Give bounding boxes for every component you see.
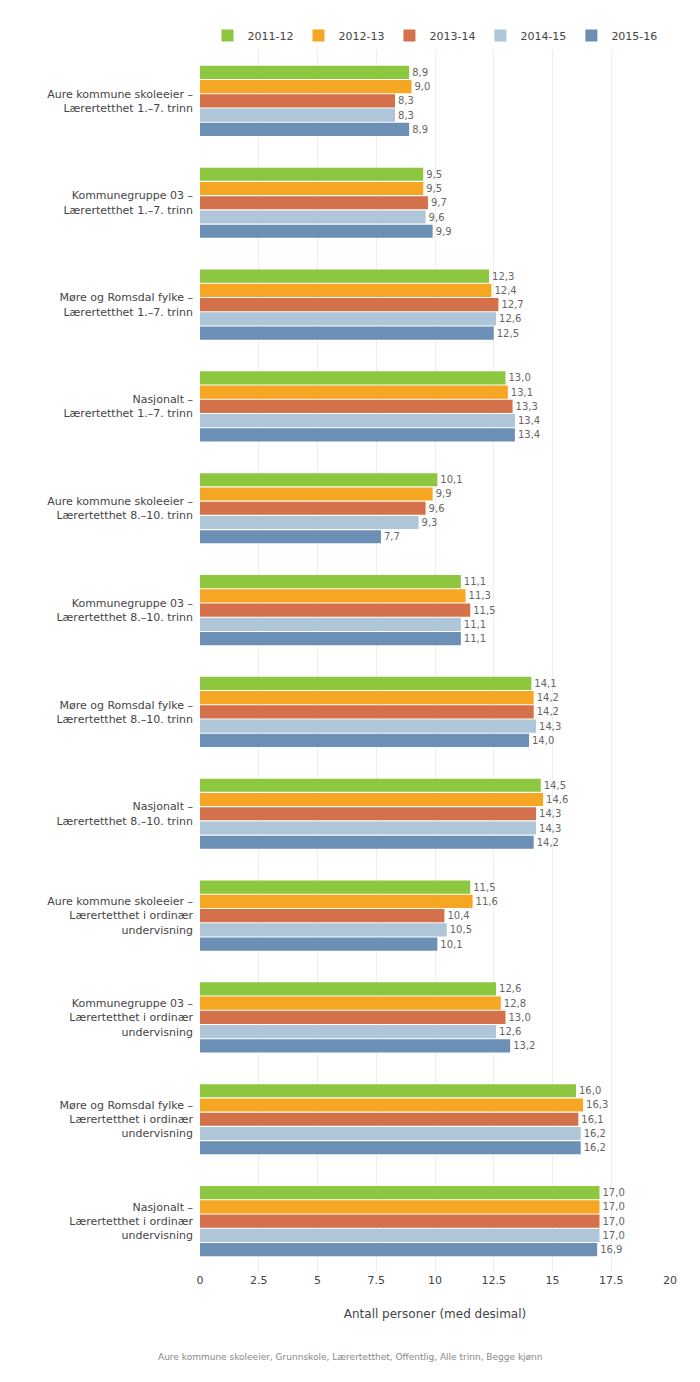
svg-text:14,2: 14,2 [537, 706, 559, 717]
svg-text:Aure kommune skoleeier, Grunns: Aure kommune skoleeier, Grunnskole, Lære… [158, 1352, 543, 1362]
svg-text:2015-16: 2015-16 [611, 30, 657, 43]
svg-text:12,6: 12,6 [499, 983, 521, 994]
svg-text:13,4: 13,4 [518, 429, 540, 440]
svg-text:14,6: 14,6 [546, 794, 568, 805]
svg-text:8,3: 8,3 [398, 110, 414, 121]
svg-text:9,0: 9,0 [415, 81, 431, 92]
svg-text:9,9: 9,9 [436, 488, 452, 499]
svg-text:12,6: 12,6 [499, 1026, 521, 1037]
svg-text:Nasjonalt –Lærertetthet 1.–7.: Nasjonalt –Lærertetthet 1.–7. trinn [63, 393, 193, 420]
svg-text:Kommunegruppe 03 –Lærertetthet: Kommunegruppe 03 –Lærertetthet 1.–7. tri… [63, 189, 193, 216]
svg-text:16,0: 16,0 [579, 1085, 601, 1096]
svg-text:11,3: 11,3 [469, 590, 491, 601]
svg-text:17,0: 17,0 [603, 1187, 625, 1198]
svg-text:9,5: 9,5 [426, 183, 442, 194]
svg-text:9,7: 9,7 [431, 197, 447, 208]
svg-text:10,4: 10,4 [447, 910, 469, 921]
svg-text:13,0: 13,0 [509, 1012, 531, 1023]
svg-text:9,6: 9,6 [429, 503, 445, 514]
svg-text:13,1: 13,1 [511, 387, 533, 398]
svg-text:13,4: 13,4 [518, 415, 540, 426]
svg-text:10,1: 10,1 [440, 474, 462, 485]
svg-text:14,3: 14,3 [539, 823, 561, 834]
svg-text:20: 20 [663, 1274, 677, 1287]
svg-text:11,1: 11,1 [464, 619, 486, 630]
svg-text:12,4: 12,4 [494, 285, 516, 296]
svg-text:Aure kommune skoleeier –Lærert: Aure kommune skoleeier –Lærertetthet i o… [47, 895, 193, 937]
svg-text:16,2: 16,2 [584, 1128, 606, 1139]
svg-text:13,3: 13,3 [516, 401, 538, 412]
svg-text:14,3: 14,3 [539, 721, 561, 732]
svg-text:Kommunegruppe 03 –Lærertetthet: Kommunegruppe 03 –Lærertetthet 8.–10. tr… [56, 597, 193, 624]
svg-text:5: 5 [314, 1274, 321, 1287]
svg-text:Aure kommune skoleeier –Lærert: Aure kommune skoleeier –Lærertetthet 8.–… [47, 495, 193, 522]
svg-text:14,2: 14,2 [537, 692, 559, 703]
svg-text:14,0: 14,0 [532, 735, 554, 746]
svg-text:13,0: 13,0 [509, 372, 531, 383]
svg-text:11,1: 11,1 [464, 576, 486, 587]
svg-text:10: 10 [428, 1274, 442, 1287]
svg-text:8,3: 8,3 [398, 95, 414, 106]
svg-text:16,3: 16,3 [586, 1099, 608, 1110]
svg-text:14,2: 14,2 [537, 837, 559, 848]
svg-text:2012-13: 2012-13 [338, 30, 384, 43]
svg-text:16,1: 16,1 [581, 1114, 603, 1125]
svg-text:11,1: 11,1 [464, 633, 486, 644]
svg-text:10,1: 10,1 [440, 939, 462, 950]
svg-text:10,5: 10,5 [450, 924, 472, 935]
svg-text:11,5: 11,5 [473, 882, 495, 893]
svg-text:2013-14: 2013-14 [429, 30, 475, 43]
svg-text:11,5: 11,5 [473, 605, 495, 616]
svg-text:2014-15: 2014-15 [520, 30, 566, 43]
svg-text:12,5: 12,5 [497, 328, 519, 339]
svg-text:12,3: 12,3 [492, 271, 514, 282]
svg-text:9,5: 9,5 [426, 169, 442, 180]
svg-text:14,3: 14,3 [539, 808, 561, 819]
svg-text:12,8: 12,8 [504, 998, 526, 1009]
svg-text:17,0: 17,0 [603, 1230, 625, 1241]
svg-text:Nasjonalt –Lærertetthet 8.–10.: Nasjonalt –Lærertetthet 8.–10. trinn [56, 800, 193, 827]
svg-text:9,9: 9,9 [436, 226, 452, 237]
svg-text:9,6: 9,6 [429, 212, 445, 223]
svg-text:16,2: 16,2 [584, 1142, 606, 1153]
svg-text:Møre og Romsdal fylke –Lærerte: Møre og Romsdal fylke –Lærertetthet i or… [59, 1099, 193, 1141]
svg-text:7.5: 7.5 [368, 1274, 386, 1287]
svg-text:Møre og Romsdal fylke –Lærerte: Møre og Romsdal fylke –Lærertetthet 8.–1… [56, 699, 193, 726]
svg-text:11,6: 11,6 [476, 896, 498, 907]
svg-text:17,0: 17,0 [603, 1216, 625, 1227]
svg-text:Kommunegruppe 03 –Lærertetthet: Kommunegruppe 03 –Lærertetthet i ordinær… [69, 997, 193, 1039]
svg-text:15: 15 [546, 1274, 560, 1287]
svg-text:Antall personer (med desimal): Antall personer (med desimal) [344, 1307, 526, 1321]
svg-text:8,9: 8,9 [412, 124, 428, 135]
svg-text:9,3: 9,3 [422, 517, 438, 528]
svg-text:14,5: 14,5 [544, 780, 566, 791]
svg-text:12,6: 12,6 [499, 313, 521, 324]
svg-text:16,9: 16,9 [600, 1244, 622, 1255]
svg-text:12,7: 12,7 [501, 299, 523, 310]
svg-text:Aure kommune skoleeier –Lærert: Aure kommune skoleeier –Lærertetthet 1.–… [47, 88, 193, 115]
svg-text:12.5: 12.5 [482, 1274, 507, 1287]
svg-text:17.5: 17.5 [599, 1274, 624, 1287]
svg-text:Møre og Romsdal fylke –Lærerte: Møre og Romsdal fylke –Lærertetthet 1.–7… [59, 291, 193, 318]
svg-text:8,9: 8,9 [412, 67, 428, 78]
svg-text:Nasjonalt –Lærertetthet i ordi: Nasjonalt –Lærertetthet i ordinærundervi… [69, 1201, 193, 1243]
svg-text:2.5: 2.5 [250, 1274, 268, 1287]
svg-text:2011-12: 2011-12 [248, 30, 294, 43]
svg-text:17,0: 17,0 [603, 1201, 625, 1212]
svg-text:7,7: 7,7 [384, 531, 400, 542]
svg-text:13,2: 13,2 [513, 1040, 535, 1051]
svg-text:14,1: 14,1 [534, 678, 556, 689]
svg-text:0: 0 [197, 1274, 204, 1287]
